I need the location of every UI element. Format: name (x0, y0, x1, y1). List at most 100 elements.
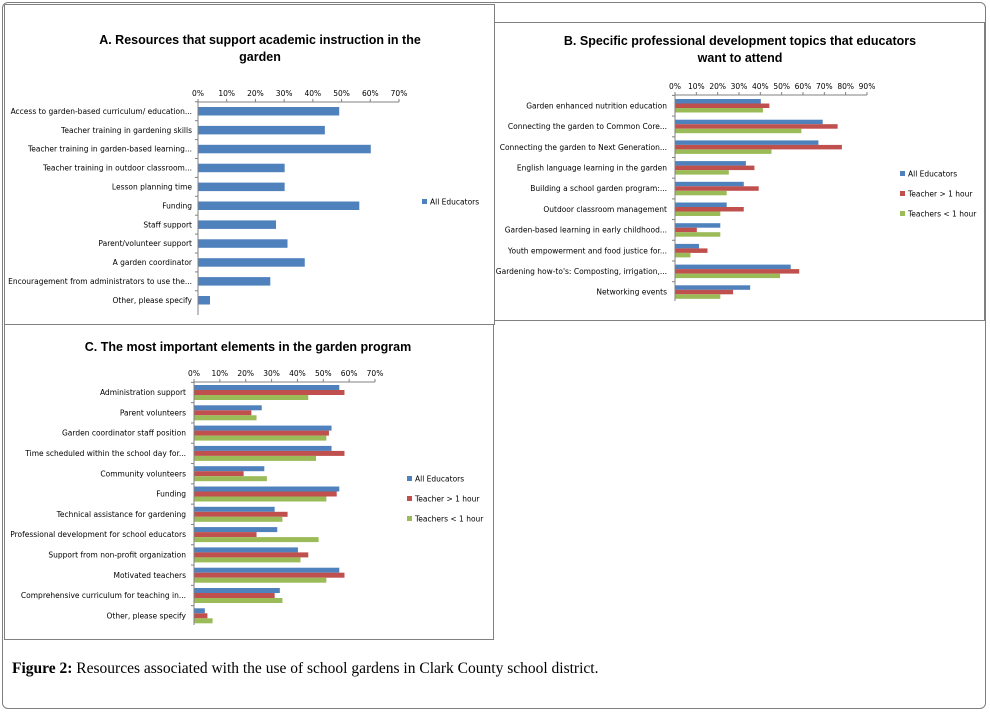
chart-c-tick-label: 50% (315, 369, 332, 378)
caption-text: Resources associated with the use of sch… (72, 660, 599, 677)
chart-c-svg: C. The most important elements in the ga… (10, 340, 484, 625)
chart-c-tick-label: 10% (212, 369, 229, 378)
chart-b-tick-label: 10% (688, 82, 705, 91)
chart-a-tick-label: 40% (305, 89, 322, 98)
chart-b-bar (675, 223, 721, 228)
chart-b-bar (675, 207, 744, 212)
chart-b-bar (675, 211, 721, 216)
chart-c-bar (194, 577, 327, 583)
chart-c-bar (194, 506, 275, 512)
chart-b-title-line-2: want to attend (697, 51, 783, 65)
chart-c-bar (194, 385, 340, 390)
chart-c-bar (194, 445, 332, 451)
chart-a-tick-label: 20% (247, 89, 264, 98)
chart-b-bar (675, 252, 691, 258)
chart-a-bar (198, 296, 210, 305)
chart-c-bar (194, 410, 252, 416)
chart-b-legend-swatch (900, 211, 905, 216)
chart-b-category-label: Networking events (596, 288, 667, 297)
chart-c-tick-label: 20% (237, 369, 254, 378)
chart-c-tick-label: 0% (188, 369, 200, 378)
chart-c-category-label: Parent volunteers (120, 408, 186, 417)
chart-b-category-label: English language learning in the garden (517, 163, 667, 172)
chart-a-title-line-2: garden (239, 50, 281, 64)
chart-b-bar (675, 170, 729, 175)
chart-c-bar (194, 608, 205, 614)
chart-b-bar (675, 232, 721, 237)
chart-c-bar (194, 415, 257, 421)
chart-a-category-label: Teacher training in outdoor classroom... (42, 164, 192, 173)
chart-a-category-label: Access to garden-based curriculum/ educa… (11, 107, 192, 116)
chart-c-category-label: Support from non-profit organization (48, 551, 186, 560)
chart-b-category-label: Building a school garden program:... (530, 184, 667, 193)
chart-b-bar (675, 227, 697, 233)
chart-c-category-label: Time scheduled within the school day for… (24, 449, 186, 458)
chart-c-bar (194, 455, 317, 461)
chart-b-bar (675, 140, 819, 145)
chart-c-bar (194, 486, 340, 492)
chart-a-category-label: Other, please specify (113, 296, 193, 305)
chart-b-svg: B. Specific professional development top… (496, 34, 977, 301)
chart-c-legend-swatch (407, 496, 412, 501)
chart-c-category-label: Professional development for school educ… (10, 530, 186, 539)
chart-b-bar (675, 264, 791, 270)
chart-b-legend-label: Teacher > 1 hour (907, 190, 973, 199)
chart-panel-a: A. Resources that support academic instr… (4, 4, 495, 325)
chart-c-category-label: Other, please specify (107, 611, 187, 620)
chart-c-bar (194, 450, 345, 456)
chart-c-tick-label: 60% (341, 369, 358, 378)
chart-b-tick-label: 80% (837, 82, 854, 91)
chart-c-bar (194, 527, 278, 533)
chart-c-bar (194, 516, 283, 522)
chart-c-bar (194, 390, 345, 395)
chart-a-category-label: Teacher training in gardening skills (60, 126, 192, 135)
chart-c-bar (194, 476, 267, 482)
chart-b-tick-label: 50% (773, 82, 790, 91)
chart-c-bar (194, 471, 244, 477)
chart-c-category-label: Technical assistance for gardening (56, 510, 187, 519)
chart-c-bar (194, 435, 327, 441)
chart-b-tick-label: 20% (709, 82, 726, 91)
chart-a-tick-label: 70% (391, 89, 408, 98)
chart-c-category-label: Garden coordinator staff position (62, 429, 186, 438)
chart-c-bar (194, 613, 208, 619)
chart-c-bar (194, 557, 301, 563)
chart-a-bar (198, 258, 305, 267)
chart-a-category-label: Encouragement from administrators to use… (8, 277, 192, 286)
chart-b-title-line-1: B. Specific professional development top… (564, 34, 916, 48)
chart-b-bar (675, 289, 734, 295)
chart-c-bar (194, 593, 275, 598)
chart-a-title-line-1: A. Resources that support academic instr… (99, 33, 421, 47)
chart-a-tick-label: 10% (218, 89, 235, 98)
chart-b-legend-label: Teachers < 1 hour (907, 210, 977, 219)
chart-a-bar (198, 201, 360, 210)
chart-b-bar (675, 273, 781, 279)
chart-c-legend-swatch (407, 476, 412, 481)
chart-b-bar (675, 165, 755, 171)
chart-a-category-label: Staff support (143, 220, 192, 229)
chart-b-tick-label: 30% (731, 82, 748, 91)
chart-c-bar (194, 572, 345, 578)
chart-b-bar (675, 119, 823, 125)
chart-c-tick-label: 30% (263, 369, 280, 378)
chart-a-bar (198, 163, 285, 173)
chart-b-category-label: Connecting the garden to Next Generation… (500, 143, 667, 152)
chart-c-bar (194, 405, 262, 411)
chart-b-legend-swatch (900, 191, 905, 196)
chart-b-category-label: Garden-based learning in early childhood… (505, 226, 667, 235)
chart-b-category-label: Gardening how-to's: Composting, irrigati… (496, 267, 667, 276)
chart-a-bar (198, 125, 325, 135)
chart-c-title-line-1: C. The most important elements in the ga… (85, 340, 411, 354)
chart-c-bar (194, 588, 280, 593)
chart-a-tick-label: 60% (362, 89, 379, 98)
chart-c-bar (194, 567, 340, 573)
chart-a-category-label: Teacher training in garden-based learnin… (27, 145, 192, 154)
chart-c-bar (194, 547, 298, 553)
chart-a-tick-label: 30% (276, 89, 293, 98)
chart-c-bar (194, 511, 288, 517)
chart-a-bar (198, 107, 340, 116)
chart-b-bar (675, 161, 746, 166)
chart-c-category-label: Motivated teachers (114, 571, 187, 580)
chart-b-bar (675, 149, 772, 154)
